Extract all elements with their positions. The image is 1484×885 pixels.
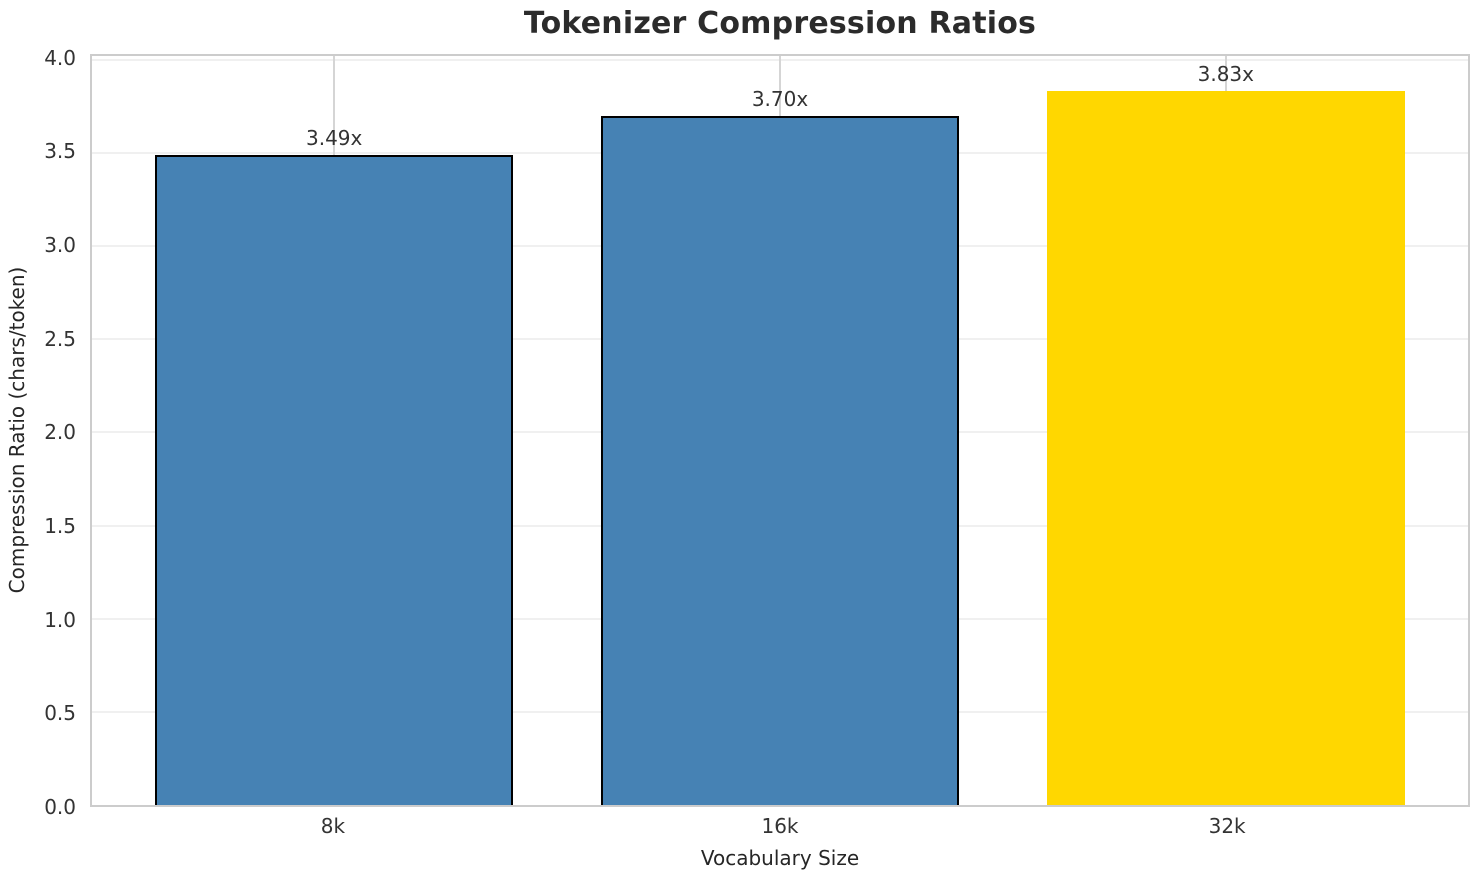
x-tick-label-32k: 32k: [1208, 814, 1246, 838]
y-tick-label-3.5: 3.5: [44, 139, 76, 164]
chart-title: Tokenizer Compression Ratios: [523, 6, 1037, 41]
bar-16k: [601, 115, 959, 805]
bar-value-label-16k: 3.70x: [751, 86, 809, 111]
bar-8k: [155, 154, 514, 805]
y-tick-label-0.5: 0.5: [44, 701, 76, 726]
bar-value-label-8k: 3.49x: [305, 125, 363, 150]
y-tick-label-2.5: 2.5: [44, 326, 76, 351]
plot-area: 3.49x 3.70x 3.83x: [90, 54, 1470, 807]
y-axis-ticks: 0.0 0.5 1.0 1.5 2.0 2.5 3.0 3.5 4.0: [0, 46, 82, 819]
y-tick-label-0.0: 0.0: [44, 795, 76, 819]
y-tick-label-1.5: 1.5: [44, 514, 76, 539]
bar-value-label-32k: 3.83x: [1197, 62, 1254, 87]
bars-layer: 3.49x 3.70x 3.83x: [92, 56, 1468, 805]
y-tick-label-2.0: 2.0: [44, 420, 76, 445]
y-tick-label-1.0: 1.0: [44, 607, 76, 632]
x-axis-label: Vocabulary Size: [700, 846, 860, 870]
x-tick-label-16k: 16k: [761, 814, 799, 838]
x-axis-ticks: 8k 16k 32k: [90, 814, 1470, 842]
y-tick-label-4.0: 4.0: [44, 45, 76, 70]
y-tick-label-3.0: 3.0: [44, 233, 76, 258]
x-tick-label-8k: 8k: [320, 814, 346, 838]
bar-32k: [1046, 91, 1405, 805]
